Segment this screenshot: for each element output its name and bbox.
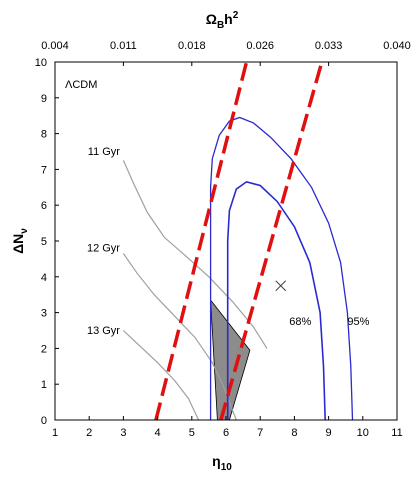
best-fit-marker-b (275, 280, 287, 292)
contour-68-line (226, 181, 326, 420)
bottom-axis-ticks: 1 2 3 4 5 6 7 8 9 10 11 (52, 416, 403, 439)
x-tick-label: 5 (189, 427, 195, 439)
top-tick-label: 0.004 (41, 40, 69, 52)
x-axis-title-sub: 10 (221, 462, 233, 473)
top-tick-label: 0.018 (178, 40, 206, 52)
top-axis-ticks: 0.004 0.011 0.018 0.026 0.033 0.040 (41, 40, 411, 66)
top-axis-title-tail: h (224, 11, 233, 27)
x-tick-label: 7 (257, 427, 263, 439)
x-tick-label: 3 (120, 427, 126, 439)
y-tick-label: 2 (41, 343, 47, 355)
y-tick-label: 7 (41, 164, 47, 176)
y-tick-label: 0 (41, 415, 47, 427)
y-axis-title-main: ΔN (10, 234, 26, 254)
y-tick-label: 8 (41, 129, 47, 141)
left-axis-ticks: 0 1 2 3 4 5 6 7 8 9 10 (35, 57, 59, 427)
top-axis-title-sup: 2 (233, 10, 239, 21)
contour-68-label: 68% (289, 316, 311, 328)
y-tick-label: 3 (41, 308, 47, 320)
top-axis-title-main: Ω (206, 11, 217, 27)
x-tick-label: 9 (326, 427, 332, 439)
x-tick-label: 6 (223, 427, 229, 439)
top-axis-title: ΩBh2 (206, 10, 239, 31)
top-tick-label: 0.026 (246, 40, 274, 52)
y-tick-label: 4 (41, 272, 47, 284)
bbn-bound-right (219, 62, 324, 420)
x-tick-label: 2 (86, 427, 92, 439)
x-tick-label: 1 (52, 427, 58, 439)
x-tick-label: 11 (391, 427, 402, 439)
y-axis-title-sub: ν (19, 228, 30, 234)
model-label: ΛCDM (65, 79, 97, 91)
x-tick-label: 10 (357, 427, 369, 439)
age-curve-11-gyr (122, 160, 268, 349)
top-tick-label: 0.011 (110, 40, 137, 52)
y-tick-label: 9 (41, 93, 47, 105)
age-curve-13-gyr (122, 330, 200, 420)
y-tick-label: 10 (35, 57, 47, 69)
bbn-bound-left (154, 62, 249, 420)
contour-95-label: 95% (347, 316, 369, 328)
age-12-gyr-label: 12 Gyr (87, 243, 120, 255)
x-tick-label: 4 (155, 427, 161, 439)
y-tick-label: 6 (41, 200, 47, 212)
y-axis-title: ΔNν (10, 228, 30, 254)
allowed-region (210, 298, 251, 420)
x-axis-title-main: η (212, 453, 221, 469)
x-axis-title: η10 (212, 453, 232, 473)
age-13-gyr-label: 13 Gyr (87, 325, 120, 337)
x-tick-label: 8 (291, 427, 297, 439)
plot-content (122, 62, 354, 420)
top-tick-label: 0.040 (383, 40, 411, 52)
annotations: 68% 95% 11 Gyr 12 Gyr 13 Gyr (87, 146, 370, 337)
contour-95-line (209, 116, 354, 420)
y-tick-label: 1 (41, 379, 47, 391)
y-tick-label: 5 (41, 236, 47, 248)
age-11-gyr-label: 11 Gyr (88, 146, 121, 158)
top-axis-title-sub: B (217, 20, 224, 31)
top-tick-label: 0.033 (315, 40, 343, 52)
